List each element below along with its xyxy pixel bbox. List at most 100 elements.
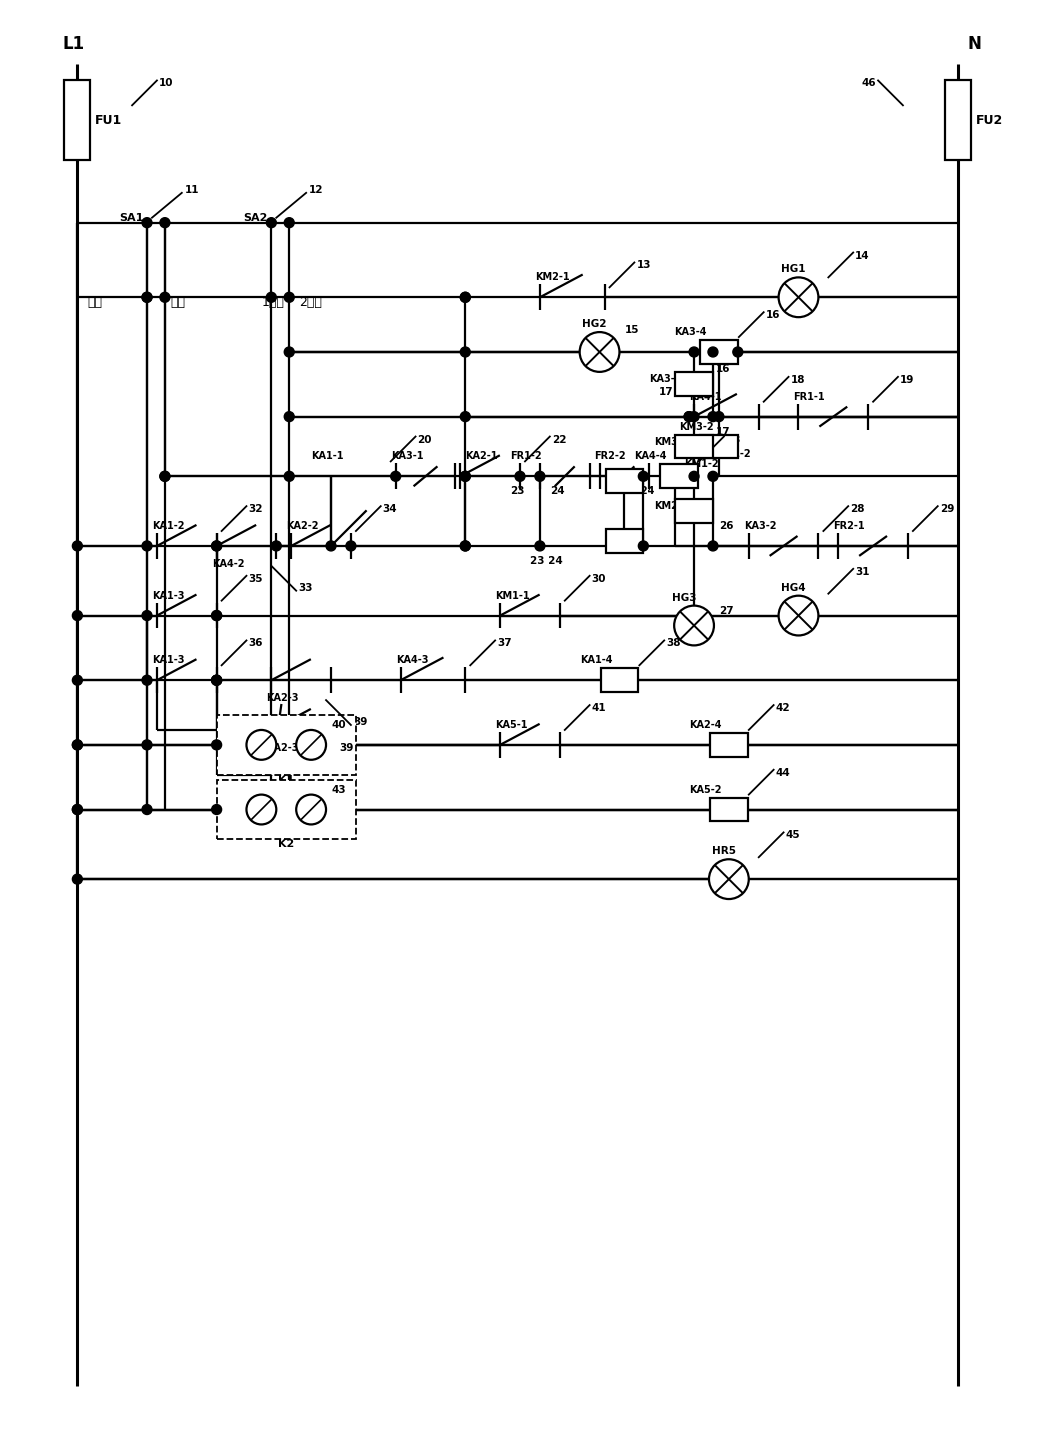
Circle shape: [212, 540, 221, 550]
Text: KA3-4: KA3-4: [650, 373, 682, 383]
Text: 26: 26: [719, 522, 734, 532]
Bar: [675, 372, 713, 396]
Circle shape: [638, 540, 649, 550]
Text: 39: 39: [353, 718, 367, 726]
Text: 24: 24: [550, 486, 565, 496]
Text: HR5: HR5: [712, 846, 736, 856]
Text: KA2-2: KA2-2: [286, 522, 319, 532]
Text: KA1-3: KA1-3: [152, 656, 185, 666]
Bar: [945, 81, 971, 160]
Text: N: N: [967, 35, 982, 53]
Bar: [64, 81, 90, 160]
Text: 17: 17: [716, 427, 731, 437]
Circle shape: [142, 540, 152, 550]
Text: 43: 43: [331, 785, 346, 794]
Circle shape: [733, 347, 743, 357]
Text: 39: 39: [339, 744, 353, 752]
Text: KM3-2: KM3-2: [679, 422, 714, 432]
Text: 22: 22: [552, 435, 567, 444]
Text: 自动: 自动: [170, 295, 185, 308]
Text: 14: 14: [855, 251, 870, 261]
Circle shape: [708, 347, 718, 357]
Text: KA4-1: KA4-1: [689, 392, 721, 402]
Text: KA2-1: KA2-1: [465, 451, 498, 461]
Circle shape: [142, 804, 152, 814]
Circle shape: [73, 739, 82, 749]
Circle shape: [714, 412, 723, 422]
Circle shape: [73, 804, 82, 814]
Circle shape: [160, 218, 170, 228]
Circle shape: [689, 471, 699, 481]
Text: 1号泵: 1号泵: [262, 295, 284, 308]
Text: 27: 27: [719, 605, 734, 615]
Text: 42: 42: [775, 703, 790, 713]
Text: 10: 10: [159, 78, 173, 88]
Text: 31: 31: [855, 566, 870, 576]
Text: KA3-4: KA3-4: [674, 327, 707, 337]
Circle shape: [674, 605, 714, 646]
Circle shape: [73, 676, 82, 684]
Text: 41: 41: [592, 703, 606, 713]
Text: L1: L1: [62, 35, 84, 53]
Circle shape: [460, 471, 470, 481]
Text: 32: 32: [248, 504, 263, 514]
Circle shape: [515, 471, 525, 481]
Circle shape: [689, 412, 699, 422]
Text: 16: 16: [766, 310, 781, 320]
Circle shape: [460, 540, 470, 550]
Circle shape: [684, 412, 694, 422]
Text: 33: 33: [298, 582, 312, 592]
Text: 28: 28: [850, 504, 865, 514]
Circle shape: [142, 293, 152, 303]
Circle shape: [267, 218, 276, 228]
Circle shape: [535, 540, 545, 550]
Circle shape: [271, 540, 281, 550]
Text: KA4-2: KA4-2: [212, 559, 244, 569]
Text: 36: 36: [248, 638, 263, 648]
Circle shape: [160, 293, 170, 303]
Circle shape: [267, 293, 276, 303]
Circle shape: [142, 218, 152, 228]
Text: FR1-2: FR1-2: [510, 451, 542, 461]
Text: KM2-2: KM2-2: [654, 501, 689, 512]
Text: KM1-2: KM1-2: [716, 450, 750, 460]
Text: FR2-1: FR2-1: [834, 522, 865, 532]
Circle shape: [708, 540, 718, 550]
Circle shape: [160, 471, 170, 481]
Text: KA1-1: KA1-1: [311, 451, 344, 461]
Text: 46: 46: [862, 78, 876, 88]
Circle shape: [460, 471, 470, 481]
Bar: [675, 435, 713, 458]
Circle shape: [684, 412, 694, 422]
Text: K1: K1: [278, 775, 295, 785]
Bar: [601, 669, 638, 692]
Circle shape: [460, 293, 470, 303]
Circle shape: [73, 540, 82, 550]
Text: 20: 20: [417, 435, 432, 444]
Text: 37: 37: [497, 638, 512, 648]
Circle shape: [142, 293, 152, 303]
Circle shape: [284, 471, 294, 481]
Text: 11: 11: [185, 184, 199, 195]
Text: 40: 40: [331, 720, 346, 731]
Circle shape: [142, 739, 152, 749]
FancyBboxPatch shape: [217, 715, 356, 775]
Circle shape: [212, 611, 221, 621]
Text: KM1-2: KM1-2: [684, 460, 718, 470]
Text: FU2: FU2: [976, 114, 1003, 127]
Circle shape: [284, 218, 294, 228]
Circle shape: [212, 676, 221, 684]
Circle shape: [73, 875, 82, 885]
Text: SA1: SA1: [119, 213, 143, 223]
Text: 19: 19: [900, 375, 914, 385]
Text: 23: 23: [510, 486, 524, 496]
Text: KA2-4: KA2-4: [689, 720, 721, 731]
Text: K2: K2: [278, 839, 295, 849]
Text: 35: 35: [248, 574, 263, 584]
Circle shape: [778, 595, 818, 635]
Text: 45: 45: [786, 830, 800, 840]
Text: 23 24: 23 24: [530, 556, 563, 566]
Circle shape: [296, 794, 326, 824]
Bar: [660, 464, 698, 488]
Circle shape: [284, 412, 294, 422]
